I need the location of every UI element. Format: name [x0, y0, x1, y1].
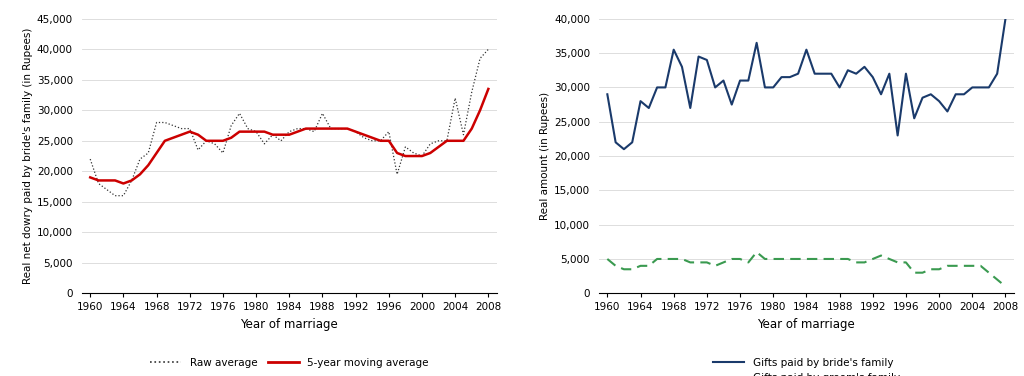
Y-axis label: Real net dowry paid by bride's family (in Rupees): Real net dowry paid by bride's family (i…	[23, 28, 33, 284]
Y-axis label: Real amount (in Rupees): Real amount (in Rupees)	[540, 92, 550, 220]
Legend: Gifts paid by bride's family, Gifts paid by groom's family: Gifts paid by bride's family, Gifts paid…	[709, 353, 904, 376]
X-axis label: Year of marriage: Year of marriage	[241, 318, 338, 331]
Legend: Raw average, 5-year moving average: Raw average, 5-year moving average	[145, 353, 433, 372]
X-axis label: Year of marriage: Year of marriage	[758, 318, 855, 331]
